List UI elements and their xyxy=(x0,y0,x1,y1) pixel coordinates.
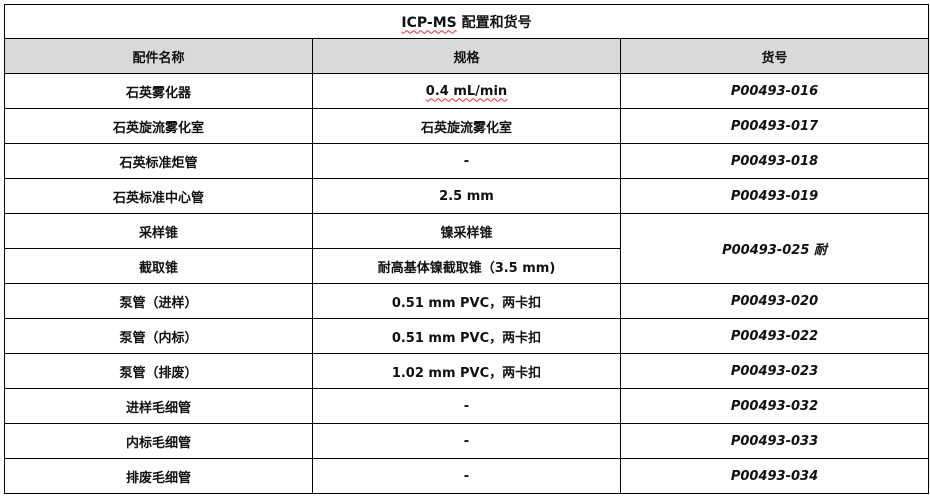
title-prefix: ICP-MS xyxy=(401,14,457,31)
part-spec: 1.02 mm PVC，两卡扣 xyxy=(312,353,621,389)
title-rest: 配置和货号 xyxy=(456,14,532,31)
part-name: 石英旋流雾化室 xyxy=(4,108,313,144)
table-row: 泵管（进样） 0.51 mm PVC，两卡扣 P00493-020 xyxy=(4,283,929,319)
part-name: 采样锥 xyxy=(4,213,313,249)
part-code: P00493-032 xyxy=(620,388,929,424)
table-row: 石英标准炬管 - P00493-018 xyxy=(4,143,929,179)
part-name: 石英雾化器 xyxy=(4,73,313,109)
table-row: 排废毛细管 - P00493-034 xyxy=(4,458,929,494)
part-name: 内标毛细管 xyxy=(4,423,313,459)
header-name: 配件名称 xyxy=(4,38,313,74)
header-code: 货号 xyxy=(620,38,929,74)
part-name: 进样毛细管 xyxy=(4,388,313,424)
spec-text: 0.4 mL/min xyxy=(425,83,508,99)
table-row: 进样毛细管 - P00493-032 xyxy=(4,388,929,424)
part-code: P00493-020 xyxy=(620,283,929,319)
part-code: P00493-034 xyxy=(620,458,929,494)
table-row: 泵管（排废） 1.02 mm PVC，两卡扣 P00493-023 xyxy=(4,353,929,389)
table-row: 石英旋流雾化室 石英旋流雾化室 P00493-017 xyxy=(4,108,929,144)
part-spec: - xyxy=(312,423,621,459)
part-name: 截取锥 xyxy=(4,248,313,284)
part-code: P00493-019 xyxy=(620,178,929,214)
table-row: 内标毛细管 - P00493-033 xyxy=(4,423,929,459)
part-name: 泵管（排废） xyxy=(4,353,313,389)
part-spec: 耐高基体镍截取锥（3.5 mm) xyxy=(312,248,621,284)
table-row: 泵管（内标） 0.51 mm PVC，两卡扣 P00493-022 xyxy=(4,318,929,354)
part-spec: 0.51 mm PVC，两卡扣 xyxy=(312,283,621,319)
part-name: 泵管（进样） xyxy=(4,283,313,319)
part-code: P00493-023 xyxy=(620,353,929,389)
part-code: P00493-016 xyxy=(620,73,929,109)
part-name: 石英标准中心管 xyxy=(4,178,313,214)
part-name: 泵管（内标） xyxy=(4,318,313,354)
part-spec: - xyxy=(312,458,621,494)
table-title: ICP-MS 配置和货号 xyxy=(4,4,929,39)
part-name: 石英标准炬管 xyxy=(4,143,313,179)
header-spec: 规格 xyxy=(312,38,621,74)
part-code: P00493-033 xyxy=(620,423,929,459)
part-spec: 0.51 mm PVC，两卡扣 xyxy=(312,318,621,354)
part-code: P00493-018 xyxy=(620,143,929,179)
part-spec: 2.5 mm xyxy=(312,178,621,214)
title-row: ICP-MS 配置和货号 xyxy=(4,4,929,39)
part-code: P00493-025 耐 xyxy=(620,213,929,284)
part-code: P00493-022 xyxy=(620,318,929,354)
part-spec: 0.4 mL/min xyxy=(312,73,621,109)
header-row: 配件名称 规格 货号 xyxy=(4,38,929,74)
part-spec: - xyxy=(312,388,621,424)
table-row: 石英标准中心管 2.5 mm P00493-019 xyxy=(4,178,929,214)
part-code: P00493-017 xyxy=(620,108,929,144)
part-spec: 镍采样锥 xyxy=(312,213,621,249)
part-spec: 石英旋流雾化室 xyxy=(312,108,621,144)
icp-ms-parts-table: ICP-MS 配置和货号 配件名称 规格 货号 石英雾化器 0.4 mL/min P… xyxy=(4,4,929,494)
part-spec: - xyxy=(312,143,621,179)
table-row: 采样锥 镍采样锥 P00493-025 耐 xyxy=(4,213,929,284)
part-name: 排废毛细管 xyxy=(4,458,313,494)
table-row: 石英雾化器 0.4 mL/min P00493-016 xyxy=(4,73,929,109)
table-row: 截取锥 耐高基体镍截取锥（3.5 mm) xyxy=(4,248,929,284)
